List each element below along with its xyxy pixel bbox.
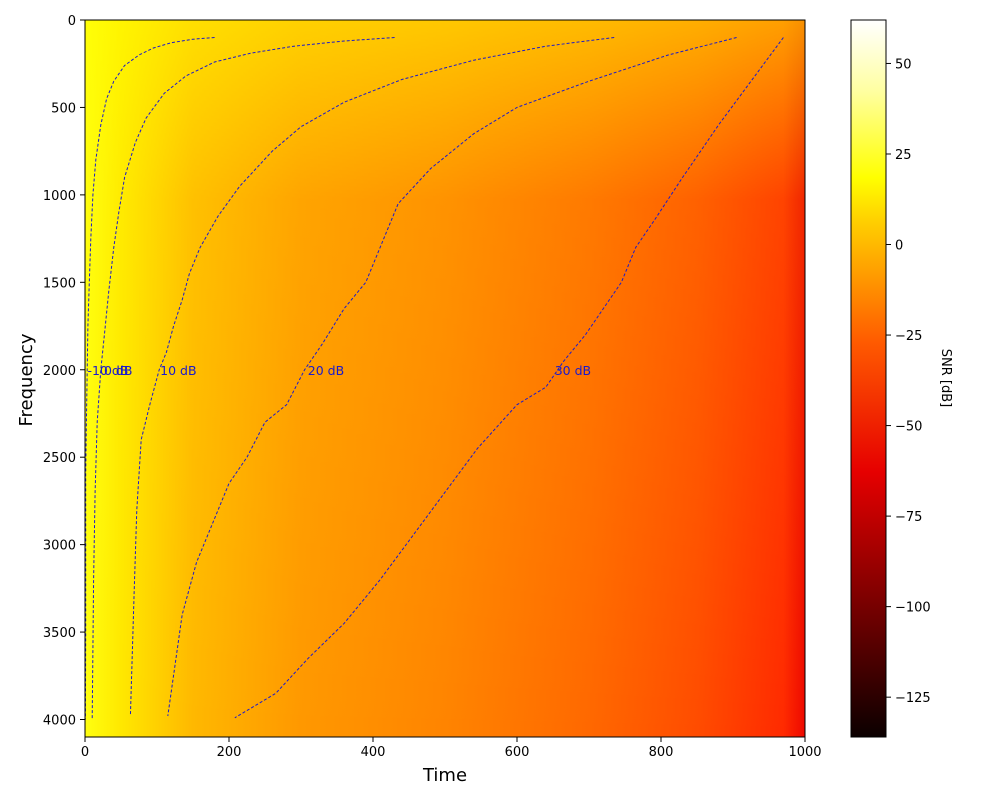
x-axis-label: Time (422, 765, 467, 786)
contour-lines (85, 37, 784, 720)
x-axis-ticks: 0 200 400 600 800 1000 (81, 737, 822, 760)
y-tick-label: 0 (68, 14, 76, 29)
x-tick-label: 400 (361, 745, 386, 760)
heatmap-area (85, 20, 805, 737)
x-tick-label: 0 (81, 745, 89, 760)
heatmap-low-frequency-glow (85, 20, 805, 737)
colorbar-tick-label: −50 (895, 420, 922, 435)
colorbar-tick-label: 0 (895, 239, 903, 254)
x-tick-label: 200 (217, 745, 242, 760)
colorbar: 50 25 0 −25 −50 −75 −100 −125 SNR [dB] (850, 19, 953, 738)
y-tick-label: 3500 (43, 626, 76, 641)
y-tick-label: 1000 (43, 189, 76, 204)
colorbar-label: SNR [dB] (938, 349, 953, 407)
y-axis-ticks: 0 500 1000 1500 2000 2500 3000 3500 4000 (43, 14, 85, 729)
y-tick-label: 2500 (43, 451, 76, 466)
y-tick-label: 3000 (43, 539, 76, 554)
y-tick-label: 1500 (43, 276, 76, 291)
colorbar-tick-label: −125 (895, 691, 931, 706)
y-tick-label: 2000 (43, 364, 76, 379)
y-tick-label: 500 (51, 101, 76, 116)
contour-line (91, 37, 395, 720)
contour-label: 30 dB (555, 363, 591, 378)
colorbar-ticks: 50 25 0 −25 −50 −75 −100 −125 (886, 57, 931, 706)
contour-label: 20 dB (308, 363, 344, 378)
contour-line (85, 37, 215, 720)
contour-label: 0 dB (104, 363, 132, 378)
plot-frame (84, 19, 806, 738)
colorbar-tick-label: −100 (895, 601, 931, 616)
contour-line (234, 37, 784, 719)
y-tick-label: 4000 (43, 714, 76, 729)
colorbar-tick-label: −75 (895, 510, 922, 525)
contour-line (167, 37, 737, 717)
contour-label: -10 dB (87, 363, 128, 378)
x-tick-label: 1000 (788, 745, 821, 760)
x-tick-label: 800 (649, 745, 674, 760)
contour-label: 10 dB (160, 363, 196, 378)
contour-labels: -10 dB0 dB 10 dB 20 dB 30 dB (87, 363, 591, 378)
colorbar-gradient (850, 19, 887, 738)
colorbar-tick-label: 50 (895, 57, 912, 72)
x-tick-label: 600 (505, 745, 530, 760)
colorbar-tick-label: 25 (895, 148, 912, 163)
y-axis-label: Frequency (16, 333, 37, 426)
colorbar-tick-label: −25 (895, 329, 922, 344)
contour-line (129, 37, 615, 717)
